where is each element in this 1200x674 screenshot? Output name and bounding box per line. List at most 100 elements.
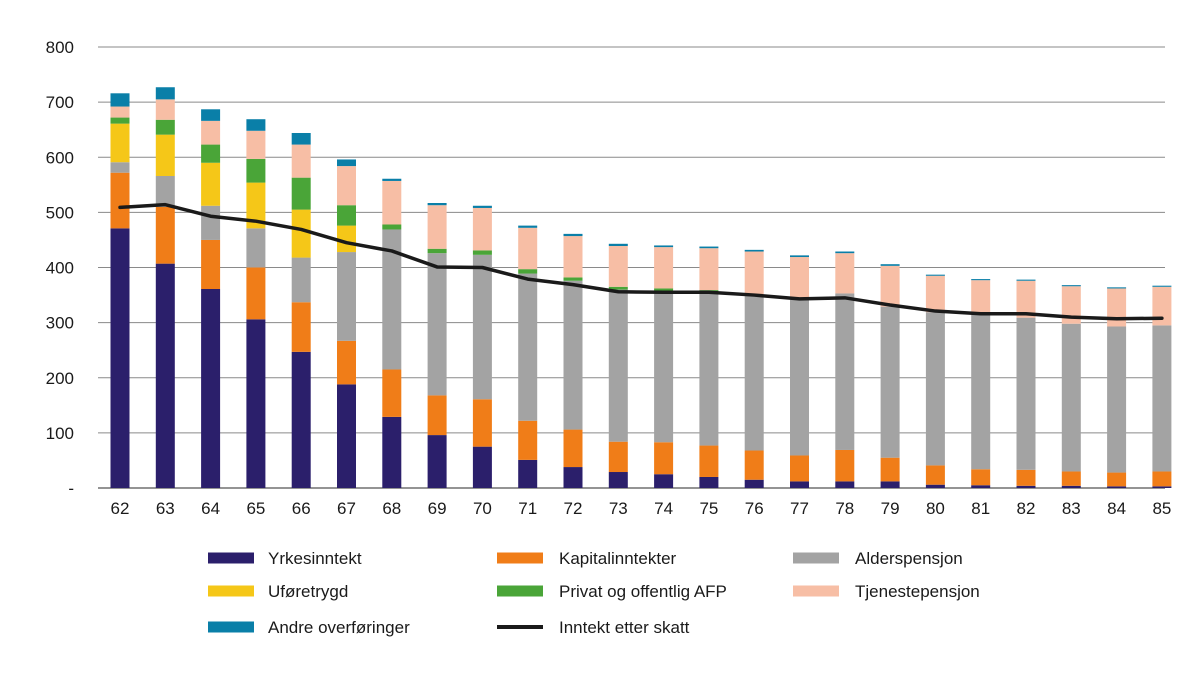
x-tick-label: 80	[926, 499, 945, 518]
bar-segment-kapitalinntekter-79	[880, 457, 900, 482]
bar-segment-alderspensjon-84	[1107, 326, 1127, 473]
bar-segment-andre-overføringer-69	[427, 203, 447, 206]
bar-segment-alderspensjon-77	[790, 299, 809, 456]
bar-segment-yrkesinntekt-71	[518, 459, 538, 488]
bar-segment-tjenestepensjon-81	[971, 280, 991, 315]
legend-item: Yrkesinntekt	[208, 549, 362, 568]
bar-segment-yrkesinntekt-83	[1061, 485, 1081, 488]
y-axis: - 100 200 300 400 500 600 700 800	[46, 38, 74, 498]
x-tick-label: 69	[428, 499, 447, 518]
bar-segment-alderspensjon-63	[155, 175, 175, 207]
line-inntekt-etter-skatt	[118, 202, 1164, 321]
bar-segment-tjenestepensjon-65	[246, 130, 266, 159]
bar-segment-alderspensjon-73	[608, 289, 628, 442]
bar-segment-yrkesinntekt-74	[654, 474, 674, 488]
x-tick-label: 68	[382, 499, 401, 518]
x-tick-label: 83	[1062, 499, 1081, 518]
bar-segment-andre-overføringer-75	[699, 246, 719, 249]
bar-segment-privat-og-offentlig-afp-72	[563, 277, 583, 281]
bar-segment-yrkesinntekt-80	[925, 484, 945, 488]
bar-segment-kapitalinntekter-71	[518, 420, 538, 460]
bar-segment-tjenestepensjon-67	[337, 166, 356, 206]
bar-segment-yrkesinntekt-76	[744, 479, 764, 488]
x-tick-label: 72	[564, 499, 583, 518]
bar-segment-andre-overføringer-77	[790, 255, 809, 258]
bar-segment-andre-overføringer-65	[246, 119, 266, 131]
bar-stack-63	[155, 87, 175, 488]
bar-segment-andre-overføringer-66	[291, 132, 311, 145]
bar-segment-alderspensjon-80	[925, 312, 945, 466]
bar-segment-andre-overføringer-63	[155, 87, 175, 100]
bar-segment-alderspensjon-78	[835, 293, 855, 450]
bar-segment-kapitalinntekter-78	[835, 449, 855, 482]
bar-segment-privat-og-offentlig-afp-70	[472, 250, 492, 255]
bar-segment-privat-og-offentlig-afp-69	[427, 248, 447, 254]
x-tick-label: 74	[654, 499, 673, 518]
bar-stack-65	[246, 119, 266, 488]
bar-stack-67	[337, 159, 356, 488]
bars	[110, 87, 1172, 488]
bar-segment-alderspensjon-71	[518, 273, 538, 421]
bar-stack-82	[1016, 279, 1036, 488]
bar-segment-yrkesinntekt-67	[337, 384, 356, 488]
legend-item: Tjenestepensjon	[793, 582, 980, 601]
legend: Yrkesinntekt Kapitalinntekter Alderspensjo…	[208, 549, 980, 637]
bar-segment-alderspensjon-69	[427, 253, 447, 396]
x-tick-label: 63	[156, 499, 175, 518]
bar-segment-privat-og-offentlig-afp-74	[654, 288, 674, 291]
bar-segment-tjenestepensjon-83	[1061, 286, 1081, 324]
legend-swatch	[208, 621, 254, 633]
bar-segment-kapitalinntekter-83	[1061, 471, 1081, 486]
x-tick-label: 73	[609, 499, 628, 518]
bar-segment-alderspensjon-85	[1152, 325, 1172, 472]
legend-swatch	[208, 585, 254, 597]
x-tick-label: 77	[790, 499, 809, 518]
bar-segment-alderspensjon-70	[472, 254, 492, 400]
bar-segment-privat-og-offentlig-afp-63	[155, 119, 175, 135]
bar-stack-70	[472, 205, 492, 488]
x-tick-label: 76	[745, 499, 764, 518]
legend-swatch	[497, 585, 543, 597]
bar-segment-tjenestepensjon-85	[1152, 286, 1172, 326]
bar-segment-andre-overføringer-62	[110, 93, 130, 107]
bar-segment-kapitalinntekter-69	[427, 395, 447, 436]
bar-segment-yrkesinntekt-78	[835, 481, 855, 488]
bar-segment-yrkesinntekt-63	[155, 263, 175, 488]
bar-segment-yrkesinntekt-77	[790, 481, 809, 488]
bar-segment-andre-overføringer-82	[1016, 279, 1036, 281]
bar-segment-tjenestepensjon-79	[880, 265, 900, 307]
bar-segment-kapitalinntekter-62	[110, 172, 130, 229]
x-tick-label: 75	[699, 499, 718, 518]
x-tick-label: 65	[246, 499, 265, 518]
legend-item: Privat og offentlig AFP	[497, 582, 727, 601]
bar-segment-kapitalinntekter-74	[654, 442, 674, 475]
x-tick-label: 62	[111, 499, 130, 518]
y-tick-label: 800	[46, 38, 74, 57]
bar-segment-privat-og-offentlig-afp-67	[337, 205, 356, 226]
y-tick-label: 500	[46, 203, 74, 222]
bar-segment-kapitalinntekter-76	[744, 450, 764, 480]
x-tick-label: 66	[292, 499, 311, 518]
legend-item: Inntekt etter skatt	[497, 618, 690, 637]
bar-segment-uføretrygd-64	[201, 162, 221, 206]
bar-segment-kapitalinntekter-80	[925, 465, 945, 485]
bar-stack-71	[518, 225, 538, 488]
legend-item: Uføretrygd	[208, 582, 348, 601]
bar-segment-alderspensjon-82	[1016, 317, 1036, 470]
bar-segment-tjenestepensjon-64	[201, 120, 221, 145]
bar-stack-75	[699, 246, 719, 488]
bar-segment-tjenestepensjon-77	[790, 257, 809, 300]
bar-segment-alderspensjon-62	[110, 162, 130, 173]
bar-segment-andre-overføringer-81	[971, 279, 991, 281]
legend-label: Kapitalinntekter	[559, 549, 677, 568]
bar-stack-76	[744, 249, 764, 488]
bar-stack-74	[654, 245, 674, 488]
gridlines	[98, 46, 1165, 489]
bar-stack-84	[1107, 287, 1127, 488]
bar-segment-kapitalinntekter-67	[337, 340, 356, 385]
bar-segment-yrkesinntekt-73	[608, 472, 628, 488]
bar-stack-85	[1152, 285, 1172, 488]
bar-stack-73	[608, 243, 628, 488]
bar-segment-kapitalinntekter-84	[1107, 472, 1127, 487]
bar-segment-yrkesinntekt-70	[472, 446, 492, 488]
